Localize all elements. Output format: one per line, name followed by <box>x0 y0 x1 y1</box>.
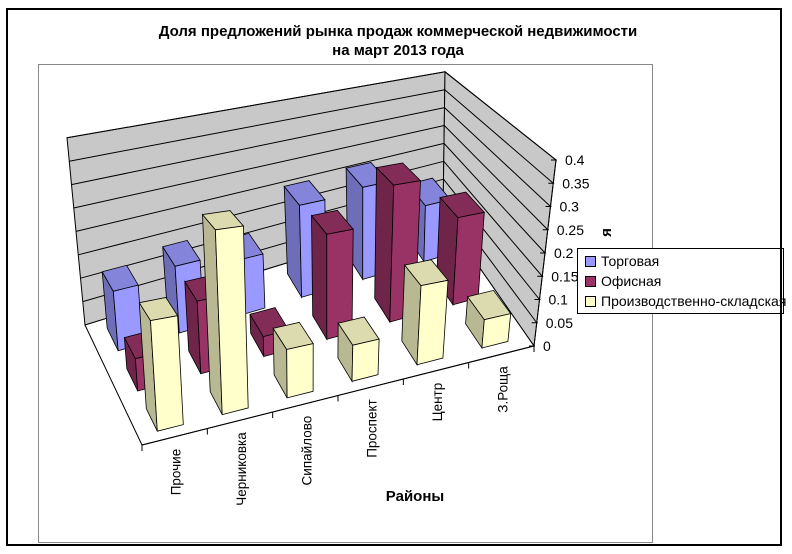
category-label-З.Роща: З.Роща <box>495 366 510 413</box>
legend-item: Офисная <box>585 273 783 289</box>
bar-Производственно-складская-Центр <box>416 279 449 366</box>
x-axis-title: Районы <box>385 488 445 505</box>
legend-item: Торговая <box>585 253 783 269</box>
category-label-Проспект: Проспект <box>365 399 380 458</box>
category-label-Черниковка: Черниковка <box>234 432 249 506</box>
svg-text:0.3: 0.3 <box>560 199 580 215</box>
bar-Производственно-складская-З.Роща <box>481 313 512 349</box>
bars-layer <box>101 162 512 432</box>
category-label-Центр: Центр <box>430 383 445 422</box>
category-label-Прочие: Прочие <box>169 449 184 496</box>
legend-item: Производственно-складская <box>585 293 787 309</box>
svg-text:0.4: 0.4 <box>565 152 585 168</box>
chart-walls <box>66 70 557 348</box>
svg-text:0: 0 <box>543 338 551 354</box>
chart-title-line1: Доля предложений рынка продаж коммерческ… <box>158 23 638 40</box>
svg-text:0.05: 0.05 <box>546 315 573 331</box>
chart-title: Доля предложений рынка продаж коммерческ… <box>40 22 756 60</box>
svg-text:0.25: 0.25 <box>557 222 584 238</box>
bar-Производственно-складская-Сипайлово <box>286 343 314 399</box>
svg-text:0.1: 0.1 <box>549 292 569 308</box>
plot-area-border <box>38 64 653 543</box>
bar-Производственно-складская-Проспект <box>351 338 380 382</box>
svg-text:0.35: 0.35 <box>562 175 589 191</box>
legend-swatch-icon <box>585 295 596 307</box>
legend-swatch-icon <box>585 275 596 287</box>
legend: Торговая Офисная Производственно-складск… <box>577 248 787 314</box>
svg-text:0.15: 0.15 <box>551 268 578 284</box>
legend-label: Торговая <box>601 253 660 269</box>
legend-swatch-icon <box>585 255 596 267</box>
bar-Производственно-складская-Черниковка <box>214 225 249 416</box>
svg-text:0.2: 0.2 <box>554 245 574 261</box>
legend-label: Офисная <box>601 273 662 289</box>
bar-Производственно-складская-Прочие <box>150 315 184 432</box>
category-axis: Прочие Черниковка Сипайлово Проспект Центр З.… <box>141 345 535 506</box>
legend-label: Производственно-складская <box>601 293 787 309</box>
series-3-bars <box>138 210 512 432</box>
category-label-Сипайлово: Сипайлово <box>299 416 314 486</box>
chart-title-line2: на март 2013 года <box>332 42 464 59</box>
